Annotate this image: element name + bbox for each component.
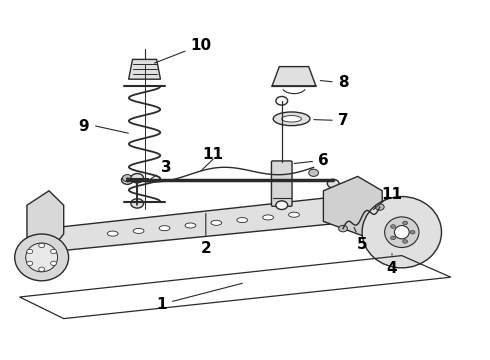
Circle shape [339, 225, 347, 232]
Circle shape [403, 221, 408, 225]
Text: 2: 2 [200, 213, 211, 256]
Circle shape [391, 225, 395, 228]
Circle shape [131, 199, 144, 208]
Circle shape [122, 175, 132, 182]
Ellipse shape [237, 217, 247, 222]
Circle shape [39, 243, 45, 248]
Ellipse shape [133, 228, 144, 233]
Polygon shape [27, 191, 64, 252]
Text: 8: 8 [320, 75, 348, 90]
Text: 7: 7 [314, 113, 348, 128]
Text: 5: 5 [354, 228, 368, 252]
Circle shape [403, 240, 408, 243]
Circle shape [327, 179, 339, 188]
Ellipse shape [394, 225, 409, 239]
Circle shape [276, 201, 288, 210]
Ellipse shape [185, 223, 196, 228]
Text: 4: 4 [387, 254, 397, 276]
Ellipse shape [385, 217, 419, 248]
Text: 11: 11 [203, 147, 223, 162]
Circle shape [50, 261, 56, 266]
Text: 11: 11 [382, 187, 402, 202]
Ellipse shape [282, 116, 301, 122]
Circle shape [410, 230, 415, 234]
Polygon shape [323, 176, 382, 236]
Polygon shape [272, 67, 316, 86]
Ellipse shape [289, 212, 299, 217]
Text: 9: 9 [78, 118, 89, 134]
Ellipse shape [15, 234, 69, 281]
Text: 1: 1 [156, 283, 243, 312]
Ellipse shape [25, 243, 58, 272]
Circle shape [375, 204, 384, 210]
FancyBboxPatch shape [271, 161, 292, 206]
Circle shape [50, 249, 56, 253]
Circle shape [131, 174, 144, 183]
Circle shape [27, 249, 33, 253]
Ellipse shape [159, 226, 170, 231]
Text: 10: 10 [154, 37, 212, 63]
Text: 3: 3 [147, 160, 172, 182]
Polygon shape [29, 194, 358, 254]
Circle shape [309, 169, 318, 176]
Circle shape [39, 267, 45, 271]
Circle shape [391, 236, 395, 240]
Ellipse shape [362, 197, 441, 268]
Circle shape [122, 176, 133, 184]
Ellipse shape [211, 220, 221, 225]
Ellipse shape [107, 231, 118, 236]
Circle shape [27, 261, 33, 266]
Ellipse shape [273, 112, 310, 126]
Text: 6: 6 [294, 153, 329, 168]
Circle shape [276, 96, 288, 105]
Ellipse shape [263, 215, 273, 220]
Polygon shape [128, 59, 161, 79]
